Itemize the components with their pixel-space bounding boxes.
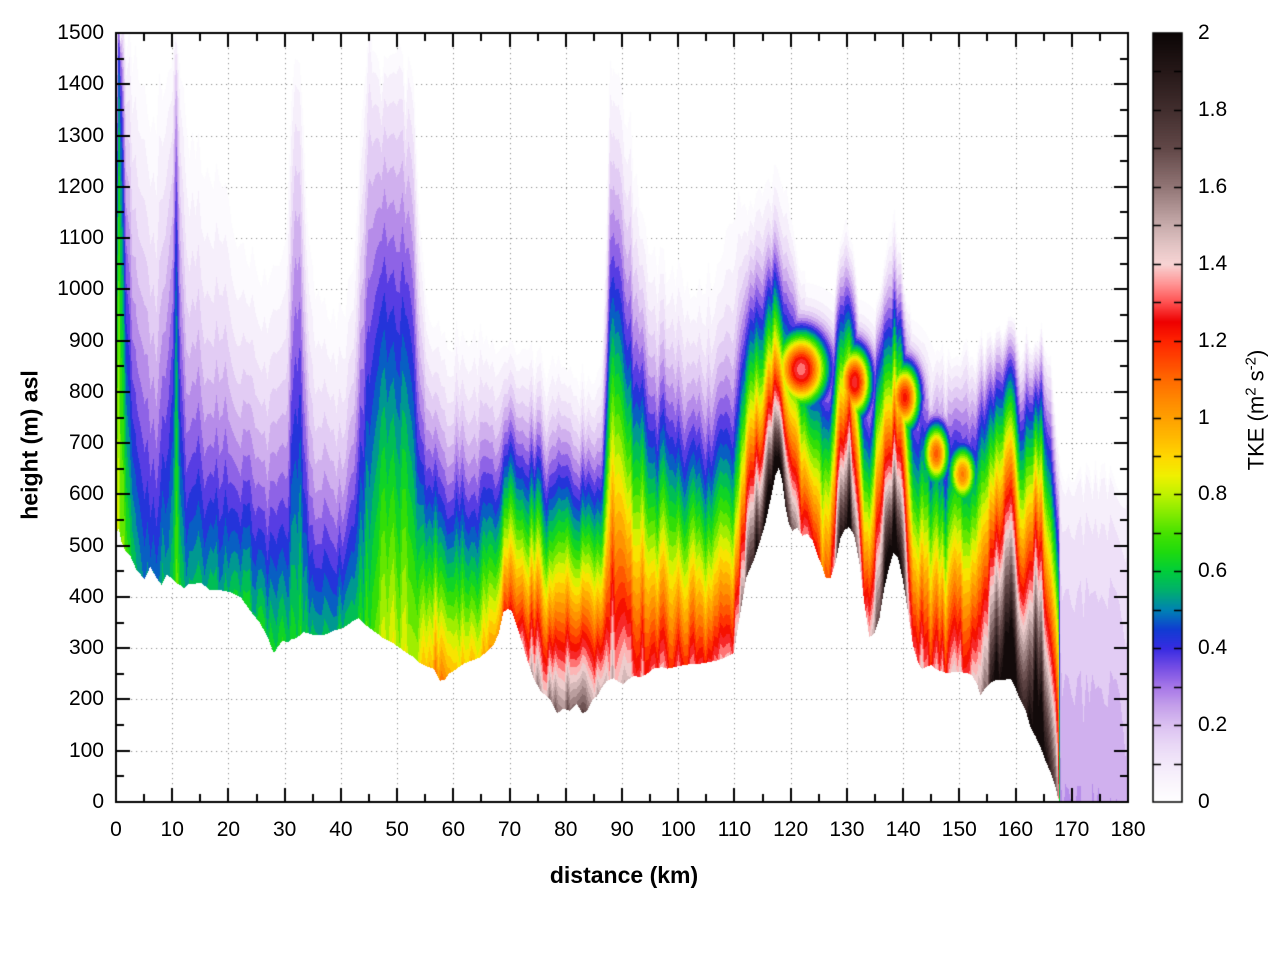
x-tick-label: 170 [1054,818,1090,841]
colorbar-tick-label: 1.4 [1198,251,1228,275]
x-tick-label: 110 [717,818,752,841]
y-tick-label: 800 [68,379,104,403]
colorbar-tick-label: 2 [1198,21,1210,44]
y-tick-label: 1200 [57,174,104,198]
x-tick-label: 60 [441,818,466,841]
y-tick-label: 100 [68,738,104,762]
y-tick-label: 700 [68,431,104,455]
y-tick-label: 300 [68,636,104,660]
x-tick-label: 160 [998,818,1034,841]
x-tick-label: 10 [160,818,184,841]
y-axis-title: height (m) asl [16,370,43,520]
colorbar-tick-label: 0 [1198,790,1210,813]
x-tick-label: 30 [272,818,297,841]
x-tick-label: 20 [216,818,241,841]
y-tick-label: 0 [92,790,104,813]
x-tick-label: 180 [1110,818,1146,841]
colorbar-title: TKE (m2 s-2) [1242,350,1269,471]
colorbar-tick-label: 1 [1198,405,1210,429]
y-tick-label: 1100 [58,226,104,250]
colorbar-title-sup: -2 [1242,356,1260,371]
y-tick-label: 1300 [57,123,104,147]
x-tick-label: 70 [497,818,522,841]
colorbar-title-sup: 2 [1242,387,1260,396]
x-tick-label: 80 [554,818,578,841]
x-tick-label: 140 [885,818,921,841]
colorbar-tick-label: 0.4 [1198,636,1228,660]
x-axis-title: distance (km) [549,862,699,888]
y-tick-label: 400 [68,584,104,608]
colorbar-tick-label: 1.8 [1198,97,1228,121]
x-tick-label: 120 [773,818,809,841]
y-tick-label: 200 [68,687,104,711]
y-tick-label: 600 [68,482,104,506]
colorbar-tick-label: 0.8 [1198,482,1228,506]
colorbar-title-text: TKE (m [1243,395,1269,471]
x-tick-label: 50 [385,818,409,841]
x-tick-label: 150 [941,818,977,841]
colorbar-tick-label: 1.2 [1198,328,1228,352]
colorbar-tick-label: 0.2 [1198,713,1228,737]
colorbar-tick-label: 1.6 [1198,174,1228,198]
y-tick-label: 1400 [57,72,104,96]
y-tick-label: 1500 [57,21,104,44]
x-tick-label: 90 [610,818,634,841]
colorbar-title-text: s [1243,370,1269,388]
y-tick-label: 1000 [57,277,104,301]
colorbar-tick-label: 0.6 [1198,559,1228,583]
x-tick-label: 100 [660,818,696,841]
x-tick-label: 130 [829,818,865,841]
x-tick-label: 40 [329,818,353,841]
x-tick-label: 0 [110,818,122,841]
y-tick-label: 500 [68,533,104,557]
colorbar-title-text: ) [1243,349,1269,357]
y-tick-label: 900 [68,328,104,352]
